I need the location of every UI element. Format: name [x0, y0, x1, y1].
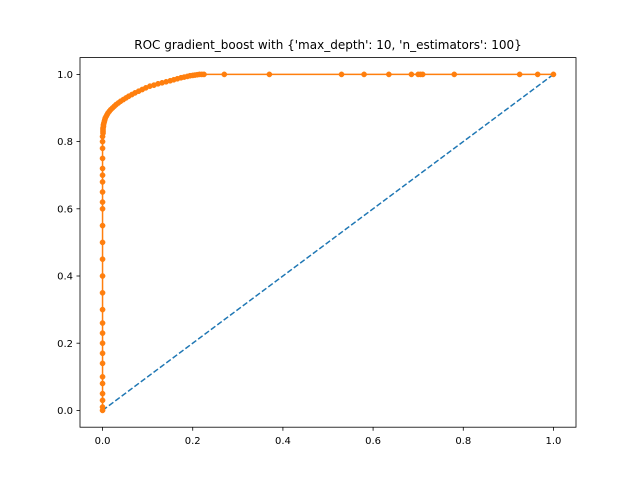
y-tick-label: 0.4 [57, 272, 73, 283]
x-tick-label: 0.6 [365, 436, 381, 447]
roc-curve-point [534, 71, 541, 78]
roc-curve-point [338, 71, 345, 78]
roc-curve-point [99, 199, 106, 205]
x-tick-label: 0.4 [275, 436, 291, 447]
plot-area [99, 71, 557, 414]
roc-curve-point [99, 189, 106, 195]
diagonal-reference-line [102, 73, 554, 412]
roc-curve-point [386, 71, 392, 78]
roc-curve-point [419, 71, 426, 78]
roc-curve-point [408, 71, 415, 78]
roc-curve-point [99, 273, 106, 279]
roc-curve-point [99, 222, 106, 229]
roc-curve-point [221, 71, 228, 78]
roc-curve-point [99, 205, 106, 212]
x-tick-label: 0.2 [185, 436, 201, 447]
roc-curve-point [99, 155, 106, 162]
roc-curve-point [99, 390, 106, 397]
roc-curve-point [99, 239, 106, 246]
roc-curve-point [99, 172, 106, 179]
roc-curve-point [266, 71, 273, 78]
roc-curve-point [99, 373, 106, 380]
roc-curve-point [99, 380, 106, 387]
roc-curve-point [99, 179, 106, 185]
axes-frame [79, 57, 577, 428]
y-tick-label: 1.0 [57, 70, 73, 81]
roc-curve-point [99, 350, 106, 357]
roc-curve-point [99, 138, 106, 145]
roc-curve-point [99, 145, 106, 152]
roc-curve-point [99, 320, 106, 326]
roc-curve-point [99, 360, 106, 367]
roc-curve-point [516, 71, 523, 78]
roc-curve-point [99, 404, 106, 410]
chart-title: ROC gradient_boost with {'max_depth': 10… [134, 38, 521, 52]
y-tick-label: 0.2 [57, 339, 73, 350]
roc-curve-point [99, 165, 106, 172]
roc-curve-point [201, 71, 207, 78]
roc-curve-point [99, 306, 106, 313]
roc-curve-point [361, 71, 367, 78]
roc-curve-point [99, 340, 106, 347]
roc-curve-point [99, 330, 106, 336]
roc-curve-point [99, 397, 106, 404]
x-tick-label: 1.0 [546, 436, 562, 447]
axes: 0.0 0.2 0.4 0.6 0.8 1.0 0.0 0.2 0.4 0.6 0.8 1.0 [57, 70, 561, 447]
roc-curve-point [451, 71, 458, 78]
y-tick-label: 0.6 [57, 204, 73, 215]
roc-curve-point [99, 256, 106, 263]
x-tick-label: 0.0 [95, 436, 111, 447]
roc-curve-point [550, 71, 557, 78]
y-tick-label: 0.0 [57, 406, 73, 417]
y-tick-label: 0.8 [57, 137, 73, 148]
roc-curve-point [99, 289, 106, 296]
x-tick-label: 0.8 [455, 436, 471, 447]
